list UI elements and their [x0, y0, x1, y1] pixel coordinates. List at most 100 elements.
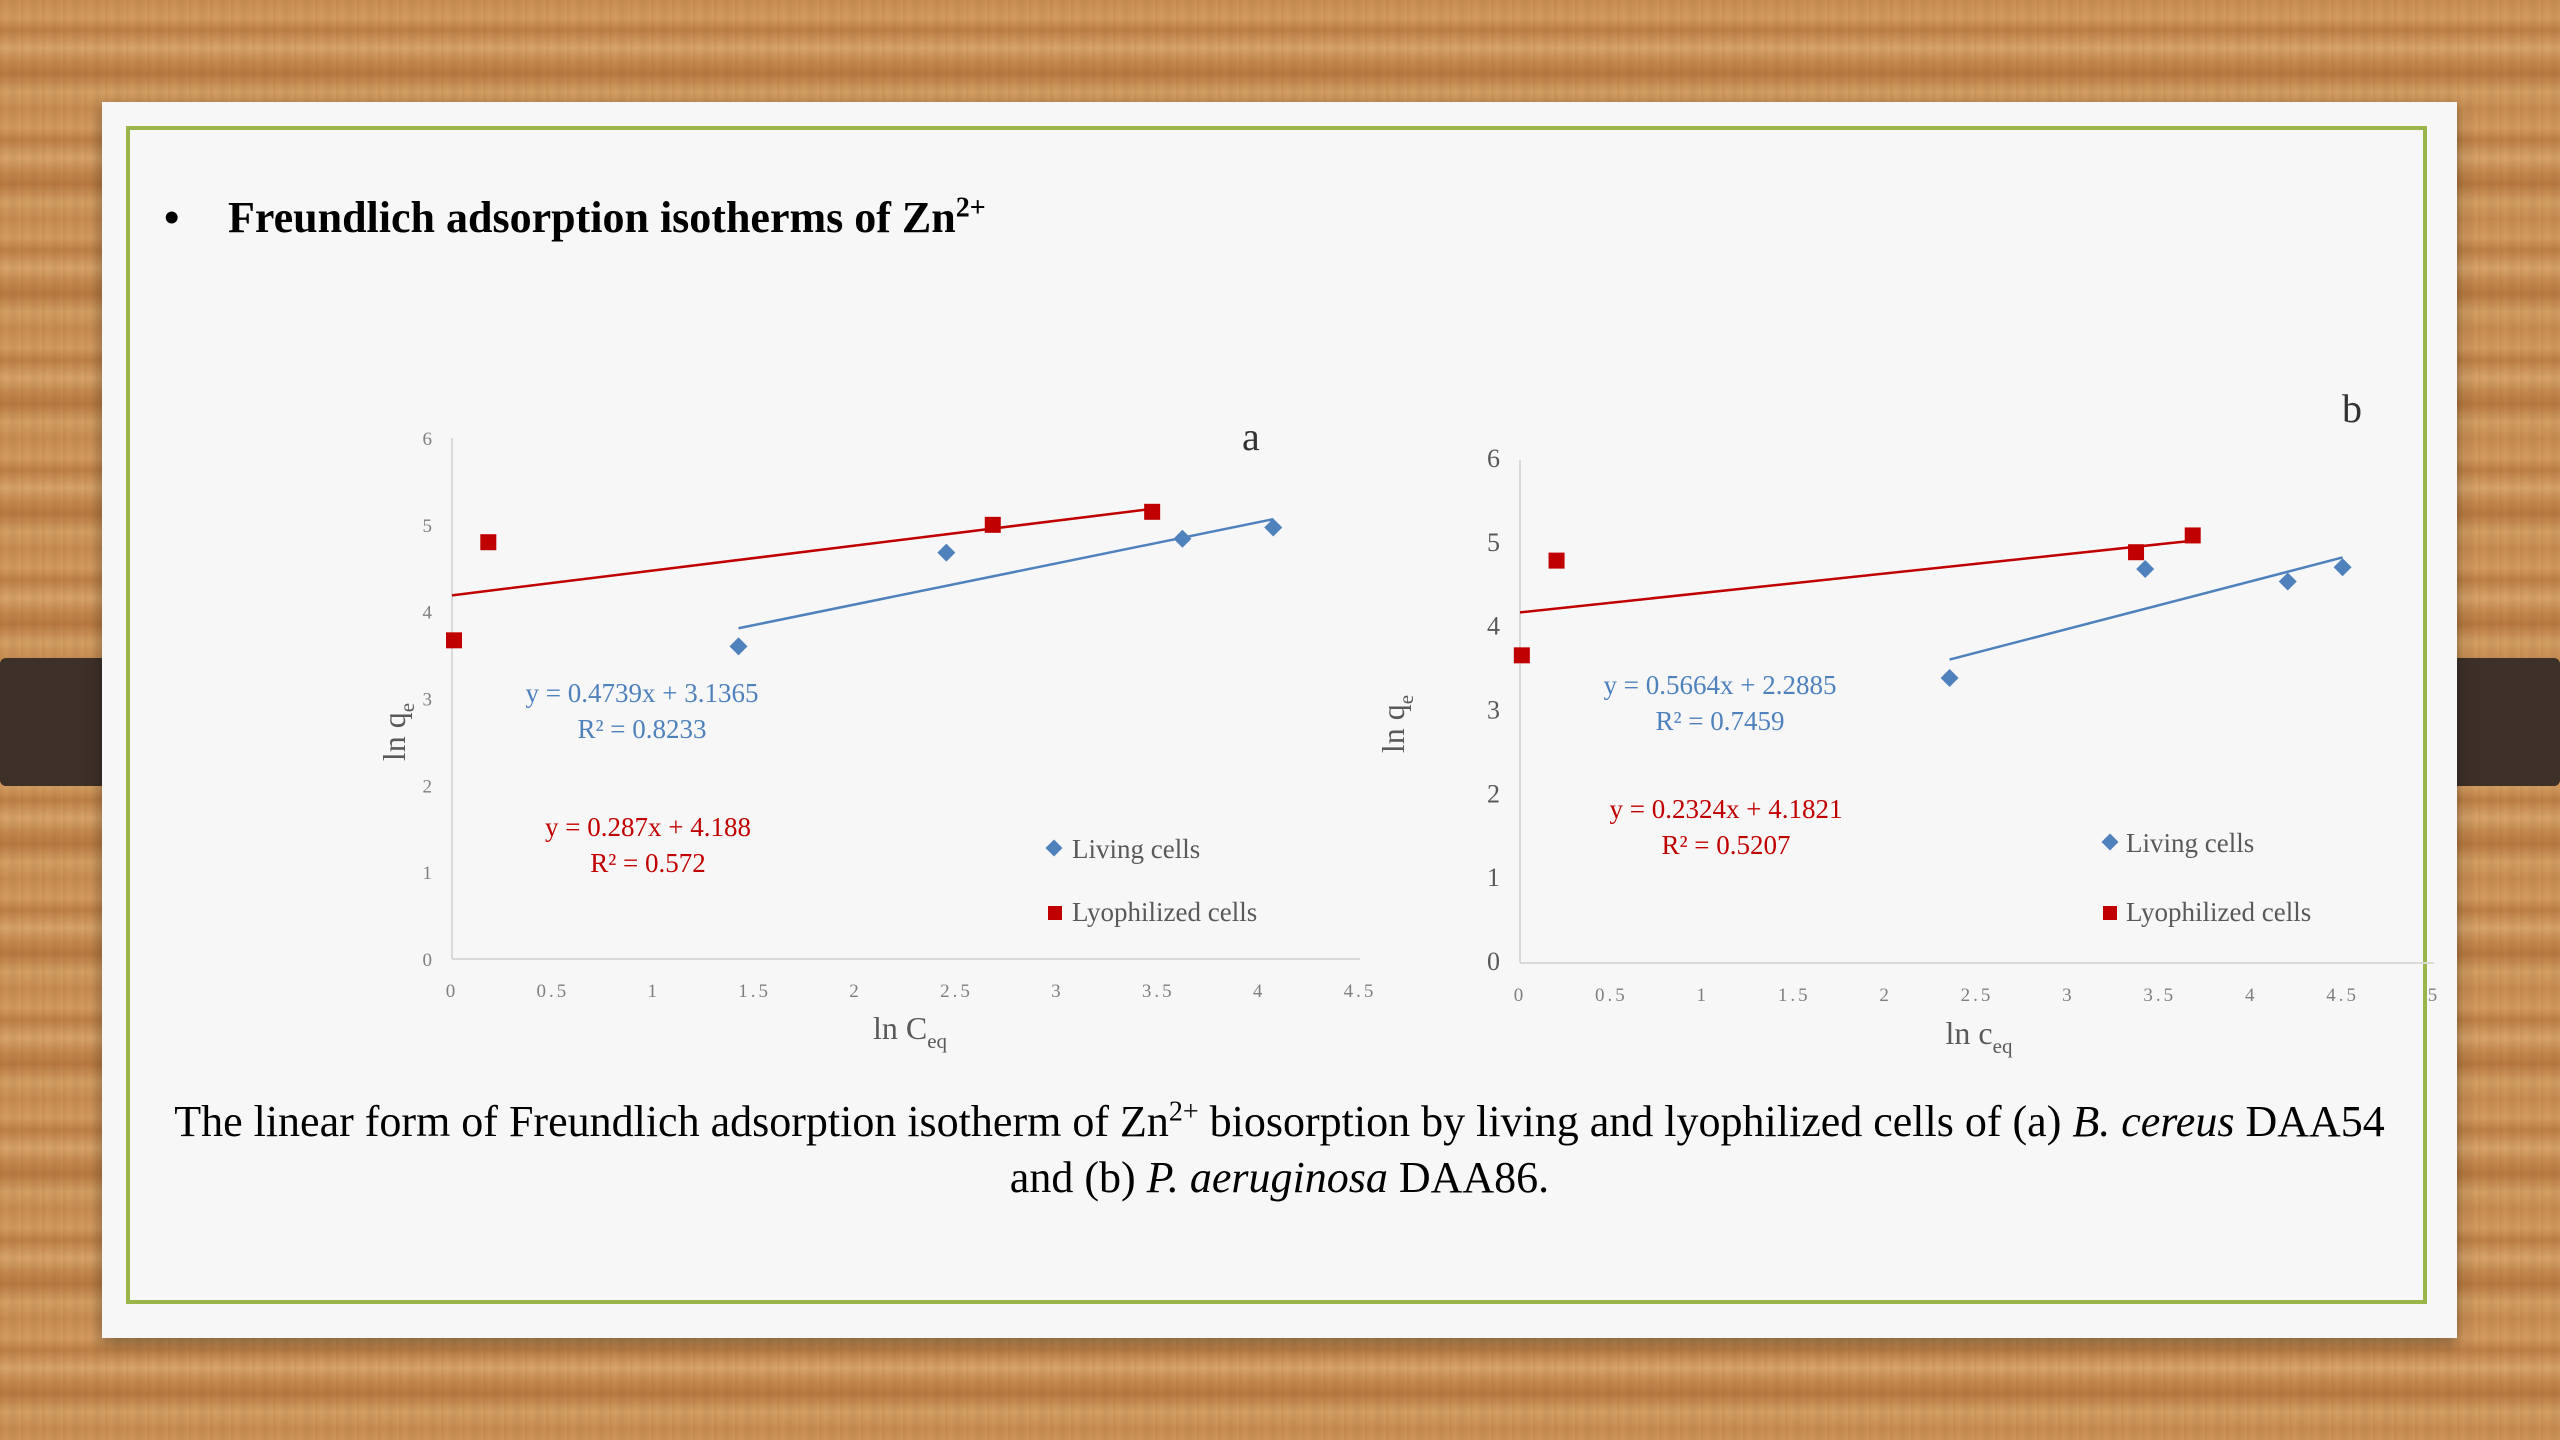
- chart-b-x-tick-label: 3: [2062, 985, 2075, 1006]
- chart-a-x-tick-label: 4: [1253, 981, 1266, 1002]
- slide-heading: • Freundlich adsorption isotherms of Zn2+: [164, 192, 986, 243]
- chart-a-living-equation: y = 0.4739x + 3.1365: [526, 678, 759, 708]
- chart-b-y-tick-label: 5: [1487, 528, 1500, 557]
- heading-bullet: •: [164, 193, 180, 242]
- chart-a-legend-lyophilized: Lyophilized cells: [1072, 897, 1257, 927]
- chart-a-y-tick-label: 5: [423, 516, 433, 537]
- chart-b-x-tick-label: 1: [1697, 985, 1710, 1006]
- chart-a-x-axis-label: ln Ceq: [873, 1010, 948, 1053]
- chart-a-legend: Living cells Lyophilized cells: [1045, 834, 1257, 927]
- chart-b-x-tick-label: 3.5: [2143, 985, 2176, 1006]
- chart-b-point-lyophilized: [2184, 527, 2201, 544]
- chart-b-legend-lyophilized: Lyophilized cells: [2126, 897, 2311, 927]
- chart-b-points: [1513, 527, 2352, 687]
- chart-b-y-tick-label: 3: [1487, 696, 1500, 725]
- chart-a-point-lyophilized: [480, 534, 497, 551]
- slide-frame: [126, 126, 2427, 1304]
- chart-b-legend-living: Living cells: [2126, 828, 2254, 858]
- chart-a-y-tick-label: 2: [423, 776, 433, 797]
- chart-b-x-tick-label: 2.5: [1961, 985, 1994, 1006]
- chart-a-point-living: [729, 637, 748, 656]
- chart-a-y-tick-label: 1: [423, 863, 433, 884]
- chart-a-x-tick-label: 2: [849, 981, 862, 1002]
- chart-a-y-tick-label: 6: [423, 429, 433, 450]
- chart-b-point-living: [2333, 558, 2352, 577]
- chart-a-point-living: [937, 543, 956, 562]
- chart-a-points: [446, 503, 1283, 656]
- chart-a-axes: [451, 438, 1360, 960]
- chart-a-trendline-living: [738, 517, 1274, 630]
- chart-b-living-equation: y = 0.5664x + 2.2885: [1604, 670, 1837, 700]
- chart-a-living-r2: R² = 0.8233: [577, 714, 706, 744]
- chart-a-y-axis-label: ln qe: [376, 703, 419, 761]
- chart-a-y-tick-label: 0: [423, 950, 433, 971]
- chart-b-point-living: [1940, 668, 1959, 687]
- figure-caption: The linear form of Freundlich adsorption…: [142, 1094, 2417, 1206]
- chart-a-lyophilized-equation: y = 0.287x + 4.188: [545, 812, 751, 842]
- chart-b: b 0 0.5 1 1.5 2 2.5 3 3.5 4 4.5 5 0 1 2 3 4 5 6 y = 0.566…: [1375, 386, 2441, 1058]
- chart-a-panel-label: a: [1242, 414, 1260, 459]
- chart-a-point-living: [1264, 518, 1283, 537]
- chart-a-point-lyophilized: [1144, 503, 1161, 520]
- chart-b-x-tick-label: 0.5: [1595, 985, 1628, 1006]
- chart-b-legend-lyophilized-marker: [2103, 906, 2117, 920]
- chart-b-y-tick-label: 0: [1487, 947, 1500, 976]
- chart-b-point-lyophilized: [1513, 647, 1530, 664]
- chart-b-x-tick-label: 2: [1879, 985, 1892, 1006]
- chart-b-x-tick-label: 5: [2428, 985, 2441, 1006]
- chart-a-trendlines: [451, 507, 1274, 630]
- chart-b-legend-living-marker: [2101, 833, 2119, 851]
- chart-a: a 0 0.5 1 1.5 2 2.5 3 3.5 4 4.5 0 1 2 3 4 5 6 y = 0.4739…: [376, 414, 1374, 1053]
- chart-b-y-axis-label: ln qe: [1375, 695, 1418, 753]
- chart-b-y-tick-label: 6: [1487, 444, 1500, 473]
- chart-b-point-living: [2278, 572, 2297, 591]
- chart-a-x-tick-label: 3.5: [1142, 981, 1175, 1002]
- caption-part1: The linear form of Freundlich adsorption…: [174, 1097, 1169, 1146]
- chart-a-x-tick-label: 3: [1051, 981, 1064, 1002]
- chart-b-legend: Living cells Lyophilized cells: [2101, 828, 2311, 927]
- chart-a-lyophilized-r2: R² = 0.572: [590, 848, 706, 878]
- chart-b-x-tick-label: 4.5: [2326, 985, 2359, 1006]
- chart-b-x-axis-label: ln ceq: [1946, 1015, 2013, 1058]
- caption-part2: biosorption by living and lyophilized ce…: [1198, 1097, 2073, 1146]
- caption-part4: DAA86.: [1387, 1153, 1550, 1202]
- chart-a-x-tick-label: 0: [446, 981, 459, 1002]
- chart-a-point-lyophilized: [446, 632, 463, 649]
- slide: • Freundlich adsorption isotherms of Zn2+…: [102, 102, 2457, 1338]
- heading-superscript: 2+: [955, 192, 986, 224]
- chart-a-y-tick-label: 3: [423, 690, 433, 711]
- chart-a-annotations: y = 0.4739x + 3.1365 R² = 0.8233 y = 0.2…: [526, 678, 759, 878]
- chart-b-point-lyophilized: [1548, 552, 1565, 569]
- chart-b-living-r2: R² = 0.7459: [1655, 706, 1784, 736]
- chart-a-x-tick-label: 0.5: [537, 981, 570, 1002]
- chart-b-panel-label: b: [2342, 386, 2362, 431]
- chart-a-x-tick-label: 1.5: [738, 981, 771, 1002]
- chart-a-trendline-lyophilized: [451, 507, 1153, 597]
- chart-b-y-tick-label: 1: [1487, 863, 1500, 892]
- chart-b-trendlines: [1519, 539, 2343, 661]
- chart-a-legend-lyophilized-marker: [1048, 906, 1062, 920]
- chart-b-axes: [1519, 460, 2434, 964]
- chart-a-x-tick-label: 1: [648, 981, 661, 1002]
- heading-text: Freundlich adsorption isotherms of Zn: [228, 193, 956, 242]
- chart-b-point-living: [2136, 559, 2155, 578]
- chart-a-legend-living: Living cells: [1072, 834, 1200, 864]
- caption-part3: DAA54 and (b): [1009, 1097, 2385, 1202]
- chart-b-trendline-living: [1949, 556, 2343, 661]
- caption-species-a: B. cereus: [2072, 1097, 2235, 1146]
- chart-b-lyophilized-equation: y = 0.2324x + 4.1821: [1610, 794, 1843, 824]
- chart-b-ticks: 0 0.5 1 1.5 2 2.5 3 3.5 4 4.5 5 0 1 2 3 4 5 6: [1487, 444, 2441, 1006]
- chart-a-ticks: 0 0.5 1 1.5 2 2.5 3 3.5 4 4.5 0 1 2 3 4 5 6: [423, 429, 1374, 1002]
- chart-b-y-tick-label: 2: [1487, 779, 1500, 808]
- chart-a-legend-living-marker: [1045, 839, 1063, 857]
- chart-b-point-lyophilized: [2128, 544, 2145, 561]
- chart-b-y-tick-label: 4: [1487, 612, 1500, 641]
- chart-b-annotations: y = 0.5664x + 2.2885 R² = 0.7459 y = 0.2…: [1604, 670, 1843, 860]
- chart-a-y-tick-label: 4: [423, 603, 433, 624]
- chart-a-x-tick-label: 2.5: [940, 981, 973, 1002]
- chart-b-x-tick-label: 1.5: [1778, 985, 1811, 1006]
- chart-b-lyophilized-r2: R² = 0.5207: [1661, 830, 1790, 860]
- caption-species-b: P. aeruginosa: [1146, 1153, 1388, 1202]
- chart-b-x-tick-label: 0: [1514, 985, 1527, 1006]
- chart-a-point-living: [1173, 529, 1192, 548]
